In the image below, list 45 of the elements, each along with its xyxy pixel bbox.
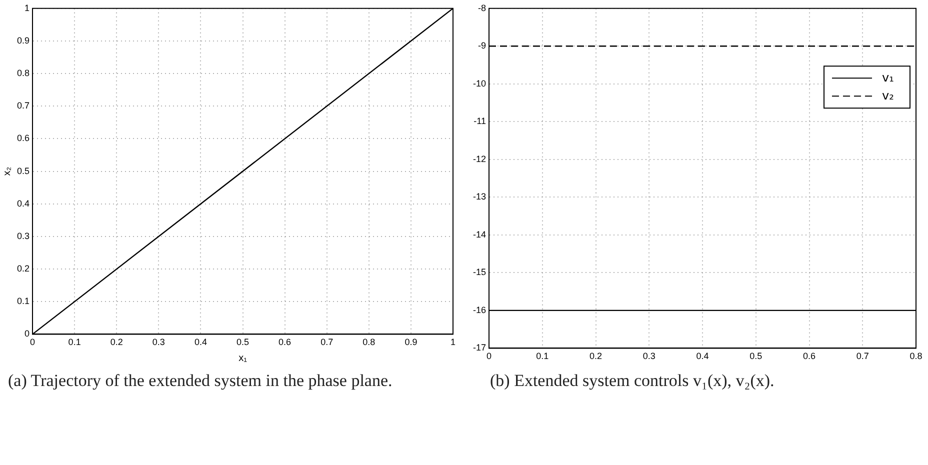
y-tick-label: -13 bbox=[472, 192, 486, 202]
x-tick-label: 0.1 bbox=[68, 337, 81, 348]
legend-label: v₂ bbox=[882, 88, 894, 102]
y-axis-title: x₂ bbox=[2, 166, 13, 176]
x-tick-label: 0.7 bbox=[320, 337, 334, 348]
y-tick-label: -12 bbox=[472, 154, 486, 164]
x-tick-label: 0.4 bbox=[194, 337, 207, 348]
y-tick-label: 0.6 bbox=[16, 133, 30, 144]
y-tick-label: -11 bbox=[474, 116, 486, 126]
y-tick-label: -9 bbox=[478, 40, 486, 51]
x-tick-label: 0.7 bbox=[856, 351, 869, 362]
y-tick-label: 0.4 bbox=[16, 198, 30, 208]
text: (b) Extended system controls v₁(x), v₂(x). bbox=[490, 371, 776, 391]
y-tick-label: 0.1 bbox=[16, 296, 30, 306]
x-tick-label: 0.3 bbox=[152, 337, 165, 348]
y-tick-label: -10 bbox=[472, 78, 486, 88]
y-tick-label: -15 bbox=[472, 267, 486, 278]
x-tick-label: 0.2 bbox=[590, 351, 602, 362]
x-tick-label: 0.2 bbox=[110, 337, 123, 348]
y-tick-label: 0.8 bbox=[16, 68, 30, 78]
y-tick-label: 0.5 bbox=[16, 166, 30, 176]
x-tick-label: 0.4 bbox=[696, 351, 709, 362]
x-tick-label: 0.6 bbox=[802, 351, 816, 362]
x-tick-label: 0.3 bbox=[642, 351, 656, 362]
x-tick-label: 0.9 bbox=[404, 337, 418, 348]
x-tick-label: 0.8 bbox=[910, 351, 922, 362]
x-axis-title: x₁ bbox=[238, 352, 248, 364]
x-tick-label: 0.6 bbox=[278, 337, 292, 348]
x-tick-label: 0.1 bbox=[536, 351, 549, 362]
y-tick-label: 0 bbox=[24, 328, 30, 339]
x-tick-label: 0.5 bbox=[236, 337, 250, 348]
y-tick-label: -16 bbox=[472, 304, 486, 315]
y-tick-label: 0.9 bbox=[16, 35, 30, 46]
y-tick-label: -14 bbox=[472, 229, 486, 240]
y-tick-label: 0.7 bbox=[16, 100, 30, 111]
y-tick-label: 0.3 bbox=[16, 230, 30, 241]
x-tick-label: 1 bbox=[450, 337, 456, 348]
y-tick-label: -8 bbox=[478, 2, 486, 13]
y-tick-label: 1 bbox=[24, 2, 30, 13]
legend-label: v₁ bbox=[882, 70, 894, 84]
y-tick-label: 0.2 bbox=[16, 264, 30, 274]
text: (a) Trajectory of the extended system in the phase plane. bbox=[8, 371, 394, 391]
x-tick-label: 0.8 bbox=[362, 337, 376, 348]
x-tick-label: 0.5 bbox=[750, 351, 762, 362]
y-tick-label: -17 bbox=[472, 342, 486, 353]
